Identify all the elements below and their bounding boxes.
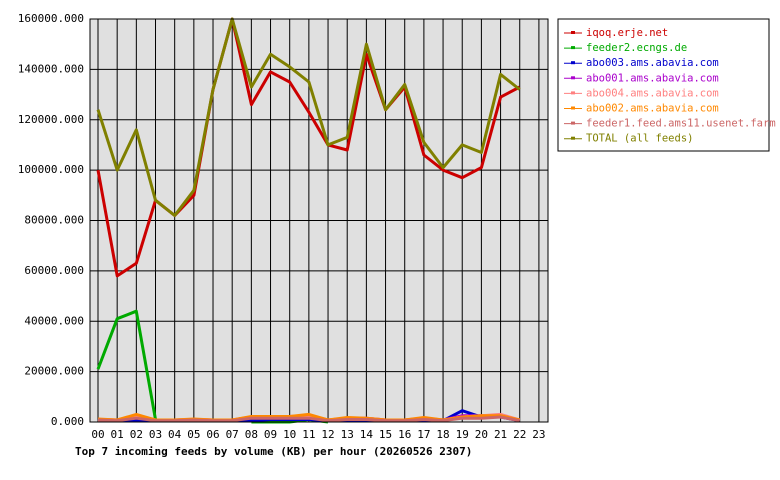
x-tick-label: 15 <box>379 428 392 441</box>
legend-marker <box>571 76 575 80</box>
x-tick-label: 18 <box>436 428 449 441</box>
x-tick-label: 01 <box>111 428 124 441</box>
legend-marker <box>571 106 575 110</box>
legend-label: abo002.ams.abavia.com <box>586 103 719 115</box>
y-tick-label: 40000.000 <box>24 314 84 327</box>
y-tick-label: 140000.000 <box>18 62 84 75</box>
x-tick-label: 21 <box>494 428 507 441</box>
legend-box <box>557 18 770 152</box>
y-tick-label: 60000.000 <box>24 264 84 277</box>
x-tick-label: 20 <box>475 428 488 441</box>
lines <box>96 17 521 424</box>
x-tick-label: 06 <box>206 428 219 441</box>
chart-title: Top 7 incoming feeds by volume (KB) per … <box>75 445 472 458</box>
series-line <box>97 415 520 423</box>
legend-label: abo001.ams.abavia.com <box>586 72 719 84</box>
x-tick-label: 03 <box>149 428 162 441</box>
legend-label: feeder1.feed.ams11.usenet.farm <box>586 118 776 130</box>
y-tick-label: 160000.000 <box>18 12 84 25</box>
legend-marker <box>571 91 575 95</box>
legend-label: abo003.ams.abavia.com <box>586 57 719 69</box>
x-tick-label: 22 <box>513 428 526 441</box>
x-tick-label: 12 <box>321 428 334 441</box>
x-tick-label: 02 <box>130 428 143 441</box>
x-tick-label: 10 <box>283 428 296 441</box>
x-tick-label: 04 <box>168 428 182 441</box>
y-tick-label: 120000.000 <box>18 113 84 126</box>
x-tick-label: 08 <box>245 428 258 441</box>
legend-label: TOTAL (all feeds) <box>586 133 693 145</box>
legend-marker <box>571 121 575 125</box>
y-tick-label: 100000.000 <box>18 163 84 176</box>
x-tick-label: 23 <box>532 428 545 441</box>
legend-label: feeder2.ecngs.de <box>586 42 687 54</box>
x-tick-label: 16 <box>398 428 411 441</box>
legend-label: abo004.ams.abavia.com <box>586 87 719 99</box>
series-line <box>96 17 521 217</box>
x-tick-label: 14 <box>360 428 374 441</box>
legend-label: iqoq.erje.net <box>586 27 668 39</box>
legend: iqoq.erje.net feeder2.ecngs.de abo003.ams.… <box>564 27 776 145</box>
y-tick-label: 0.000 <box>51 415 84 428</box>
legend-marker <box>571 136 575 140</box>
x-tick-label: 11 <box>302 428 315 441</box>
x-tick-label: 09 <box>264 428 277 441</box>
legend-marker <box>571 46 575 50</box>
x-tick-label: 13 <box>341 428 354 441</box>
x-tick-label: 19 <box>456 428 469 441</box>
y-tick-label: 80000.000 <box>24 214 84 227</box>
plot-border <box>89 18 549 423</box>
x-tick-label: 17 <box>417 428 430 441</box>
x-tick-label: 05 <box>187 428 200 441</box>
x-tick-label: 00 <box>91 428 104 441</box>
legend-marker <box>571 61 575 65</box>
x-tick-label: 07 <box>226 428 239 441</box>
y-tick-label: 20000.000 <box>24 365 84 378</box>
legend-marker <box>571 31 575 34</box>
